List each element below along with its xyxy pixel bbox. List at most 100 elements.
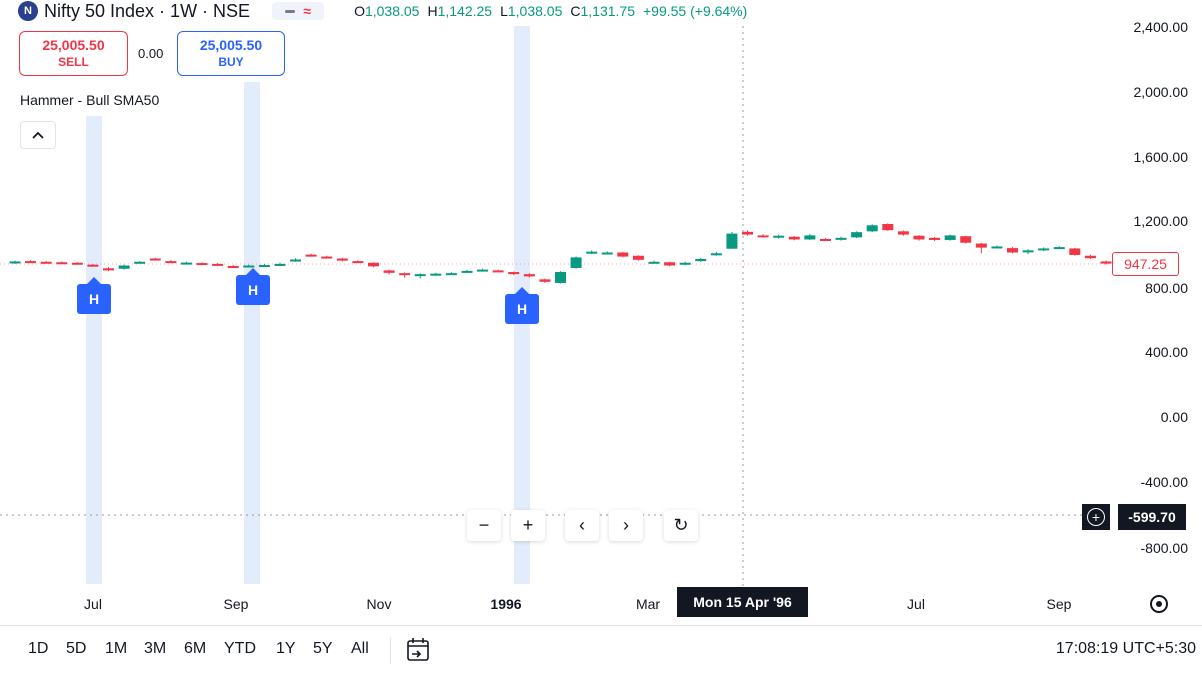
candle-body: [1022, 250, 1034, 253]
chart-settings-icon[interactable]: [1150, 595, 1168, 613]
x-tick-label: Nov: [366, 596, 392, 612]
candle: [492, 269, 504, 273]
candle: [461, 269, 473, 273]
candle-body: [149, 258, 161, 261]
candle-body: [726, 233, 738, 249]
candle-body: [523, 274, 535, 277]
x-tick-label: Sep: [223, 596, 249, 612]
candle-body: [866, 225, 878, 232]
hammer-marker[interactable]: H: [77, 277, 111, 314]
range-5d-button[interactable]: 5D: [66, 640, 87, 657]
sell-label: SELL: [58, 55, 89, 69]
range-1d-button[interactable]: 1D: [28, 640, 49, 657]
candle-body: [103, 268, 115, 271]
toolbar-divider: [390, 638, 391, 664]
candle: [1069, 247, 1081, 256]
candle: [508, 271, 520, 276]
candle-body: [586, 251, 598, 254]
calendar-goto-icon[interactable]: [405, 636, 433, 664]
candle: [897, 230, 909, 236]
candle-body: [243, 265, 255, 268]
candle: [851, 231, 863, 239]
candle: [757, 234, 769, 238]
candle-body: [1084, 255, 1096, 259]
candle-body: [180, 262, 192, 265]
candle-body: [632, 255, 644, 260]
sell-button[interactable]: 25,005.50 SELL: [19, 31, 128, 76]
reset-chart-button[interactable]: ↻: [664, 510, 698, 541]
candle-body: [851, 232, 863, 238]
candle-body: [227, 266, 239, 269]
x-tick-label: Mar: [635, 596, 661, 612]
candle: [445, 272, 457, 276]
y-tick-label: 1,600.00: [1133, 149, 1189, 165]
clock-timezone[interactable]: 17:08:19 UTC+5:30: [1055, 640, 1196, 657]
candle: [819, 238, 831, 242]
range-1y-button[interactable]: 1Y: [276, 640, 296, 657]
candle-body: [305, 254, 317, 257]
candle: [9, 260, 21, 264]
candle-body: [477, 269, 489, 272]
candle: [632, 255, 644, 261]
last-price-tag: 947.25: [1112, 252, 1179, 276]
range-1m-button[interactable]: 1M: [105, 640, 128, 657]
candle: [383, 269, 395, 275]
y-tick-label: -400.00: [1140, 474, 1188, 490]
candle-body: [882, 224, 894, 231]
hammer-marker[interactable]: H: [505, 287, 539, 324]
zoom-out-button[interactable]: −: [467, 510, 501, 541]
candle-body: [679, 262, 691, 265]
candle: [87, 263, 99, 267]
candle-body: [196, 263, 208, 266]
y-tick-label: 0.00: [1160, 409, 1188, 425]
candle-body: [648, 261, 660, 264]
sell-price: 25,005.50: [42, 37, 105, 53]
candle-body: [9, 261, 21, 264]
candle-body: [1069, 248, 1081, 255]
range-6m-button[interactable]: 6M: [184, 640, 207, 657]
candle: [25, 260, 37, 264]
range-5y-button[interactable]: 5Y: [313, 640, 333, 657]
legend-toggle[interactable]: ≈: [272, 2, 325, 20]
add-alert-button[interactable]: +: [1082, 504, 1110, 530]
candle: [913, 235, 925, 241]
zoom-in-button[interactable]: +: [511, 510, 545, 541]
indicator-label[interactable]: Hammer - Bull SMA50: [20, 92, 160, 108]
symbol-title[interactable]: Nifty 50 Index · 1W · NSE: [44, 0, 251, 21]
change-value: +99.55 (+9.64%): [643, 3, 748, 19]
candle-body: [617, 252, 629, 257]
candle: [430, 272, 442, 276]
hammer-marker[interactable]: H: [236, 268, 270, 305]
hammer-highlight-bands: [86, 26, 530, 584]
buy-label: BUY: [218, 55, 244, 69]
y-tick-label: 800.00: [1145, 280, 1188, 296]
candle-body: [25, 261, 37, 264]
candle-body: [1100, 261, 1112, 264]
candle: [523, 273, 535, 278]
buy-button[interactable]: 25,005.50 BUY: [177, 31, 285, 76]
candle: [882, 223, 894, 231]
range-all-button[interactable]: All: [351, 640, 369, 657]
candle: [336, 257, 348, 262]
candle: [648, 260, 660, 264]
collapse-legend-button[interactable]: [20, 121, 56, 149]
scroll-left-button[interactable]: ‹: [565, 510, 599, 541]
candle: [539, 278, 551, 283]
candle-body: [383, 270, 395, 273]
candle-body: [570, 257, 582, 268]
scroll-right-button[interactable]: ›: [609, 510, 643, 541]
candle-body: [555, 272, 566, 283]
candle-body: [290, 259, 302, 262]
candle-body: [835, 237, 847, 240]
candle-body: [695, 259, 707, 262]
candle: [477, 268, 489, 272]
nifty-logo-icon: N: [18, 1, 38, 21]
candle-body: [664, 262, 676, 266]
plus-circle-icon: +: [1087, 508, 1105, 526]
range-ytd-button[interactable]: YTD: [224, 640, 256, 657]
range-3m-button[interactable]: 3M: [144, 640, 167, 657]
candle-body: [118, 265, 130, 269]
candle: [601, 251, 613, 255]
candle-body: [399, 273, 411, 276]
